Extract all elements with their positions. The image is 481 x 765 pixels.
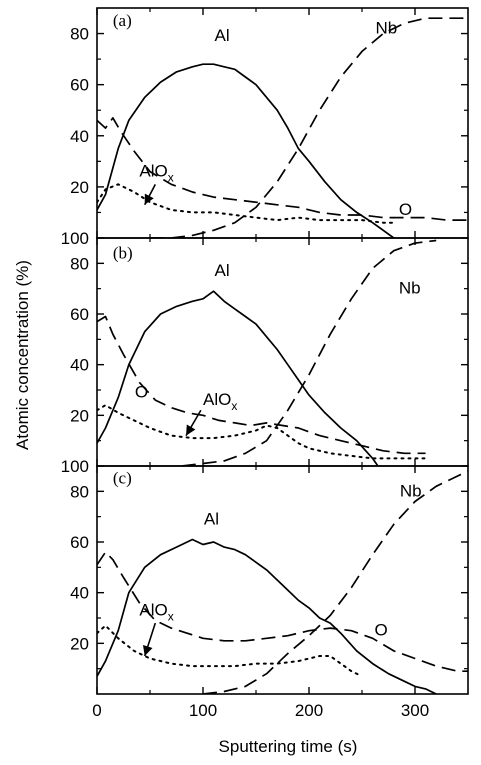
o-label: O	[135, 383, 148, 402]
alox-arrow-head	[144, 193, 154, 205]
panel-label: (c)	[113, 469, 132, 488]
series-alox-line	[97, 624, 363, 678]
series-alox-line	[97, 183, 395, 224]
series-o-line	[97, 315, 426, 455]
panel-label: (b)	[113, 243, 133, 262]
series-al-line	[97, 63, 395, 238]
series-nb-line	[150, 17, 468, 238]
y-tick-label: 80	[70, 25, 89, 44]
panel-c: 20 40 60 80 0 100 200 300 (c) Al Nb O AlOx	[70, 465, 469, 720]
series-alox-line	[97, 404, 427, 460]
y-tick-label: 100	[61, 229, 89, 248]
x-tick-label: 200	[295, 701, 323, 720]
series-o-line	[97, 551, 468, 673]
alox-label: AlOx	[139, 600, 173, 623]
panel-label: (a)	[113, 11, 132, 30]
series-al-line	[97, 538, 437, 694]
alox-arrow-head	[143, 644, 153, 656]
y-tick-label: 60	[70, 76, 89, 95]
y-tick-label: 80	[70, 482, 89, 501]
x-tick-label: 0	[92, 701, 101, 720]
nb-label: Nb	[399, 279, 421, 298]
plot-frame	[96, 465, 469, 695]
y-tick-label: 40	[70, 584, 89, 603]
al-label: Al	[215, 261, 230, 280]
x-tick-label: 300	[401, 701, 429, 720]
alox-label: AlOx	[203, 390, 237, 413]
panel-b: 100 20 40 60 80 (b) Al Nb O AlOx	[61, 237, 469, 476]
series-o-line	[97, 117, 468, 221]
series-nb-line	[181, 239, 437, 466]
y-tick-label: 60	[70, 305, 89, 324]
nb-label: Nb	[376, 19, 398, 38]
y-tick-label: 100	[61, 457, 89, 476]
y-tick-label: 40	[70, 356, 89, 375]
al-label: Al	[215, 26, 230, 45]
y-tick-label: 80	[70, 254, 89, 273]
y-tick-label: 40	[70, 127, 89, 146]
y-tick-label: 20	[70, 178, 89, 197]
x-axis-label: Sputtering time (s)	[219, 737, 358, 756]
panel-a: 100 20 40 60 80 (a) Al Nb O AlOx	[61, 7, 469, 248]
y-tick-label: 20	[70, 406, 89, 425]
series-nb-line	[202, 470, 468, 694]
y-tick-label: 20	[70, 634, 89, 653]
al-label: Al	[204, 509, 219, 528]
nb-label: Nb	[400, 481, 422, 500]
x-tick-label: 100	[189, 701, 217, 720]
plot-frame	[96, 7, 469, 239]
series-al-line	[97, 290, 379, 466]
alox-label: AlOx	[139, 162, 173, 185]
alox-arrow-head	[186, 424, 196, 436]
o-label: O	[399, 200, 412, 219]
o-label: O	[374, 621, 387, 640]
y-tick-label: 60	[70, 533, 89, 552]
y-axis-label: Atomic concentration (%)	[13, 260, 32, 450]
